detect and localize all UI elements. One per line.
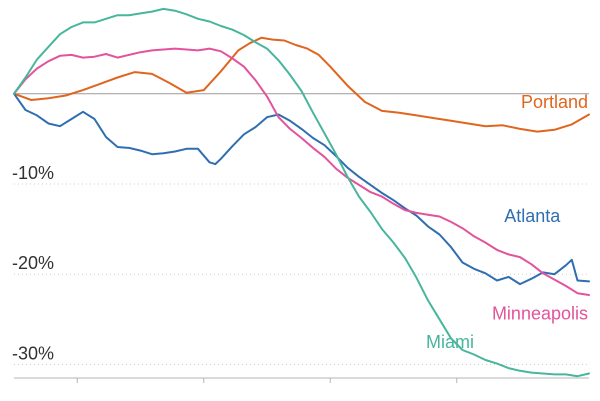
series-line-miami	[13, 7, 590, 378]
series-label-atlanta: Atlanta	[504, 206, 561, 226]
y-tick-label: -20%	[12, 253, 54, 273]
series-label-minneapolis: Minneapolis	[492, 303, 588, 323]
series-line-portland	[13, 36, 590, 133]
series-labels: Portland Atlanta Minneapolis Miami	[426, 92, 588, 352]
y-tick-label: -10%	[12, 163, 54, 183]
y-tick-labels: -10% -20% -30%	[12, 163, 54, 363]
series-line-minneapolis	[13, 47, 590, 296]
series-lines	[13, 7, 590, 378]
y-tick-label: -30%	[12, 343, 54, 363]
series-label-portland: Portland	[521, 92, 588, 112]
series-label-miami: Miami	[426, 332, 474, 352]
x-axis	[14, 377, 589, 383]
series-line-atlanta	[13, 92, 590, 286]
gridlines	[14, 93, 589, 365]
